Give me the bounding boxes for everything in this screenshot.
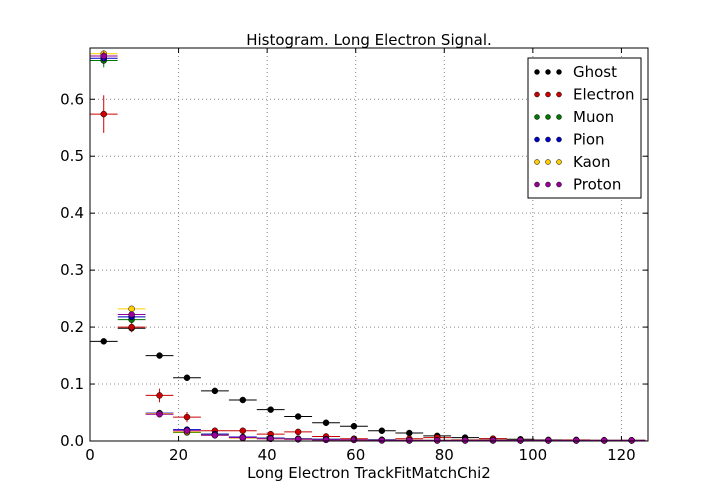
data-point bbox=[128, 305, 135, 313]
legend-label-muon: Muon bbox=[573, 108, 614, 126]
data-point bbox=[128, 323, 135, 331]
y-tick-label: 0.2 bbox=[60, 318, 84, 336]
data-point bbox=[239, 396, 247, 404]
legend-label-electron: Electron bbox=[573, 86, 635, 104]
legend-label-pion: Pion bbox=[573, 131, 605, 149]
data-point bbox=[545, 437, 552, 444]
y-tick-label: 0.6 bbox=[60, 90, 84, 108]
y-tick-label: 0.3 bbox=[60, 261, 84, 279]
data-point bbox=[600, 437, 608, 444]
data-point bbox=[183, 427, 191, 434]
x-axis-title: Long Electron TrackFitMatchChi2 bbox=[247, 464, 491, 482]
chart-title: Histogram. Long Electron Signal. bbox=[246, 31, 492, 49]
x-tick-label: 0 bbox=[85, 446, 95, 464]
legend-marker bbox=[556, 91, 562, 98]
legend-marker bbox=[556, 69, 562, 75]
legend-marker bbox=[545, 181, 551, 188]
data-point bbox=[573, 437, 580, 444]
data-point bbox=[294, 413, 302, 420]
data-point bbox=[350, 422, 358, 430]
data-point bbox=[406, 429, 413, 437]
legend-marker bbox=[545, 136, 551, 143]
data-point bbox=[156, 410, 163, 418]
data-point bbox=[517, 437, 524, 444]
legend-marker bbox=[545, 114, 551, 120]
legend-box bbox=[527, 57, 642, 199]
x-tick-label: 60 bbox=[346, 446, 365, 464]
legend-marker bbox=[545, 69, 551, 75]
y-tick-label: 0.1 bbox=[60, 375, 84, 393]
y-tick-label: 0.0 bbox=[60, 432, 84, 450]
legend-marker bbox=[545, 91, 551, 98]
data-point bbox=[211, 387, 219, 395]
data-point bbox=[294, 428, 302, 436]
axis-ticks: 0 20 40 60 80 100 120 0.0 0.1 0.2 0.3 0.4 0.5 0.6 bbox=[60, 48, 648, 464]
data-point bbox=[156, 352, 163, 359]
data-point bbox=[489, 437, 497, 444]
y-tick-label: 0.5 bbox=[60, 147, 84, 165]
legend-marker bbox=[556, 181, 562, 188]
data-point bbox=[156, 392, 163, 399]
data-point bbox=[183, 413, 191, 421]
x-tick-label: 120 bbox=[607, 446, 636, 464]
data-point bbox=[239, 434, 247, 441]
series-proton bbox=[89, 51, 646, 444]
legend-label-ghost: Ghost bbox=[573, 63, 617, 81]
legend-marker bbox=[556, 159, 562, 165]
data-point bbox=[322, 419, 330, 427]
data-point bbox=[211, 432, 219, 439]
data-point bbox=[378, 437, 386, 444]
legend-label-proton: Proton bbox=[573, 176, 621, 194]
legend-label-kaon: Kaon bbox=[573, 153, 610, 171]
y-tick-label: 0.4 bbox=[60, 204, 84, 222]
data-point bbox=[267, 435, 274, 442]
x-tick-label: 20 bbox=[169, 446, 188, 464]
legend-marker bbox=[534, 91, 540, 98]
x-tick-label: 100 bbox=[519, 446, 548, 464]
data-point bbox=[628, 437, 635, 444]
data-point bbox=[406, 437, 413, 444]
data-point bbox=[378, 427, 386, 434]
legend-marker bbox=[534, 69, 540, 75]
data-point bbox=[267, 406, 274, 413]
x-tick-label: 80 bbox=[435, 446, 454, 464]
data-point bbox=[100, 338, 107, 345]
data-point bbox=[100, 52, 107, 60]
data-point bbox=[100, 110, 107, 118]
data-point bbox=[322, 436, 330, 444]
legend-marker bbox=[556, 114, 562, 120]
legend-marker bbox=[534, 114, 540, 120]
data-point bbox=[461, 437, 469, 444]
legend-marker bbox=[545, 159, 551, 165]
legend: Ghost Electron Muon Pion Kaon Proton bbox=[527, 57, 642, 199]
legend-marker bbox=[534, 136, 540, 143]
legend-marker bbox=[534, 159, 540, 165]
data-point bbox=[239, 427, 247, 434]
data-series bbox=[89, 50, 646, 444]
plot-frame bbox=[89, 47, 649, 442]
data-point bbox=[128, 311, 135, 318]
x-tick-label: 40 bbox=[258, 446, 277, 464]
data-point bbox=[183, 374, 191, 382]
legend-marker bbox=[534, 181, 540, 188]
legend-marker bbox=[556, 136, 562, 143]
data-point bbox=[433, 437, 441, 444]
